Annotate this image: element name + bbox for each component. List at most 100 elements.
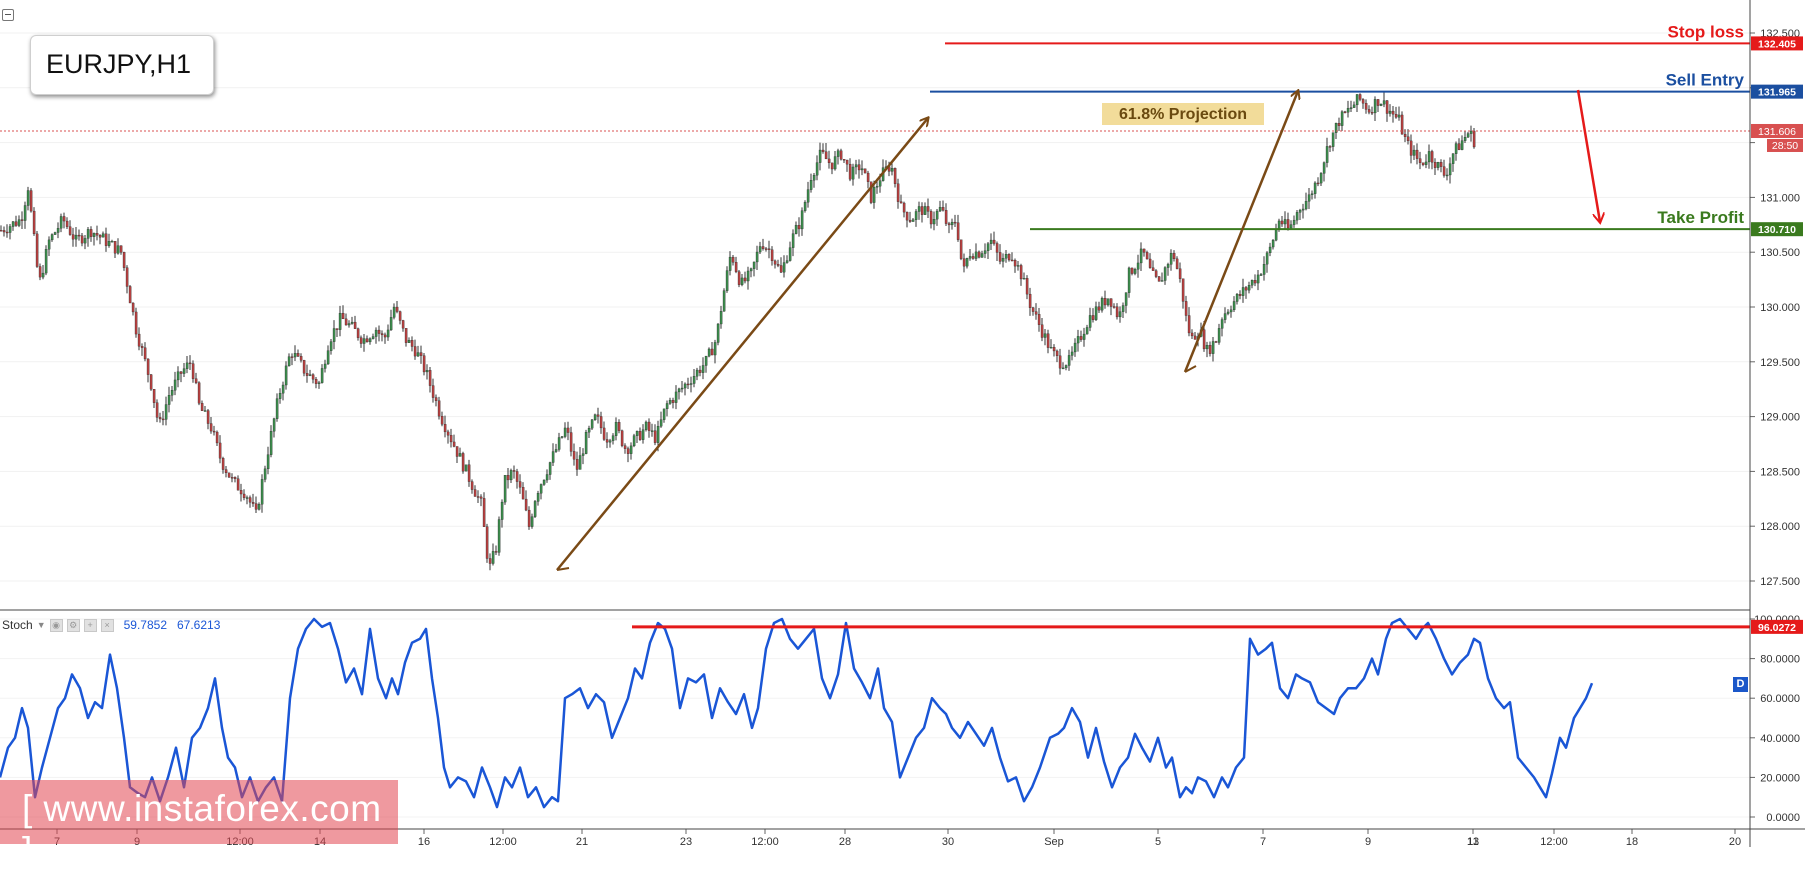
collapse-icon[interactable] bbox=[2, 9, 14, 21]
candle-body bbox=[1322, 162, 1326, 174]
candle-body bbox=[1346, 108, 1350, 113]
candle-body bbox=[698, 369, 702, 373]
candle-body bbox=[1334, 123, 1338, 133]
candle-body bbox=[431, 385, 435, 398]
candle-body bbox=[1463, 137, 1467, 141]
candle-body bbox=[1391, 110, 1395, 115]
candle-body bbox=[434, 397, 438, 401]
candle-body bbox=[686, 383, 690, 386]
eye-icon[interactable]: ◉ bbox=[49, 618, 63, 632]
projection-arrow-1[interactable] bbox=[556, 118, 928, 571]
candle-body bbox=[629, 445, 633, 454]
candle-body bbox=[1097, 306, 1101, 311]
candle-body bbox=[779, 265, 783, 273]
candle-body bbox=[710, 348, 714, 356]
candle-body bbox=[1310, 193, 1314, 195]
candle-body bbox=[569, 432, 573, 452]
close-icon[interactable]: × bbox=[100, 618, 114, 632]
candle-body bbox=[8, 226, 12, 233]
time-tick-label: 16 bbox=[418, 836, 430, 847]
candle-body bbox=[1124, 292, 1128, 306]
candle-body bbox=[1388, 110, 1392, 114]
candle-body bbox=[656, 426, 660, 443]
candle-body bbox=[218, 442, 222, 459]
candle-body bbox=[152, 389, 156, 403]
sell-arrow[interactable] bbox=[1576, 89, 1600, 222]
candle-body bbox=[695, 369, 699, 377]
candle-body bbox=[1439, 162, 1443, 167]
settings-icon[interactable]: ⚙ bbox=[66, 618, 80, 632]
candle-body bbox=[65, 220, 69, 227]
candle-body bbox=[1241, 287, 1245, 296]
candle-body bbox=[680, 387, 684, 390]
dropdown-icon[interactable]: ▼ bbox=[36, 620, 46, 630]
candle-body bbox=[479, 496, 483, 499]
candle-body bbox=[572, 451, 576, 460]
candle-body bbox=[617, 422, 621, 431]
candle-body bbox=[278, 393, 282, 399]
candle-body bbox=[230, 477, 234, 479]
candle-body bbox=[1067, 355, 1071, 366]
candle-body bbox=[1466, 133, 1470, 138]
candle-body bbox=[155, 402, 159, 418]
candle-body bbox=[1460, 140, 1464, 150]
candle-body bbox=[734, 262, 738, 272]
level-price-tag bbox=[1751, 36, 1803, 51]
candle-body bbox=[1091, 315, 1095, 320]
candle-body bbox=[755, 251, 759, 263]
candle-body bbox=[305, 373, 309, 376]
candle-body bbox=[1280, 220, 1284, 225]
candle-body bbox=[185, 362, 189, 369]
candle-body bbox=[602, 427, 606, 440]
candle-body bbox=[986, 243, 990, 251]
candle-body bbox=[374, 329, 378, 337]
candle-body bbox=[806, 189, 810, 203]
candle-body bbox=[20, 219, 24, 221]
candle-body bbox=[197, 382, 201, 404]
candle-body bbox=[554, 449, 558, 452]
candle-body bbox=[1007, 254, 1011, 261]
candle-body bbox=[731, 256, 735, 263]
candle-body bbox=[1208, 345, 1212, 354]
candle-body bbox=[626, 448, 630, 454]
candle-body bbox=[833, 156, 837, 170]
candle-body bbox=[860, 168, 864, 171]
candle-body bbox=[1109, 298, 1113, 307]
stoch-tick-label: 0.0000 bbox=[1766, 812, 1800, 824]
candle-body bbox=[854, 164, 858, 168]
symbol-box[interactable]: EURJPY,H1 bbox=[30, 35, 214, 95]
candle-body bbox=[224, 469, 228, 474]
price-tick-label: 128.500 bbox=[1760, 466, 1800, 478]
candle-body bbox=[389, 317, 393, 331]
candle-body bbox=[344, 318, 348, 326]
candle-body bbox=[332, 328, 336, 342]
candle-body bbox=[965, 258, 969, 267]
candle-body bbox=[989, 239, 993, 244]
price-chart[interactable]: Stop loss Sell Entry Take Profit 61.8% Pro… bbox=[0, 0, 1805, 847]
level-price-text: 131.965 bbox=[1758, 87, 1796, 99]
candle-body bbox=[248, 497, 252, 503]
candle-body bbox=[827, 158, 831, 164]
candle-body bbox=[437, 400, 441, 417]
candle-body bbox=[707, 348, 711, 357]
candle-body bbox=[1253, 280, 1257, 284]
candle-body bbox=[1046, 333, 1050, 348]
candle-body bbox=[1349, 107, 1353, 109]
candle-body bbox=[596, 414, 600, 417]
candle-body bbox=[1169, 252, 1173, 265]
candle-body bbox=[302, 360, 306, 374]
candle-body bbox=[1445, 174, 1449, 177]
projection-arrow-2[interactable] bbox=[1183, 91, 1298, 373]
candle-body bbox=[1454, 143, 1458, 154]
add-icon[interactable]: + bbox=[83, 618, 97, 632]
candle-body bbox=[1436, 162, 1440, 168]
candle-body bbox=[395, 306, 399, 312]
candle-body bbox=[1190, 332, 1194, 337]
candle-body bbox=[509, 470, 513, 481]
candle-body bbox=[1187, 315, 1191, 334]
candle-body bbox=[338, 313, 342, 330]
candle-body bbox=[1355, 94, 1359, 106]
candle-body bbox=[842, 159, 846, 161]
candle-body bbox=[1112, 306, 1116, 308]
candle-body bbox=[1013, 260, 1017, 267]
